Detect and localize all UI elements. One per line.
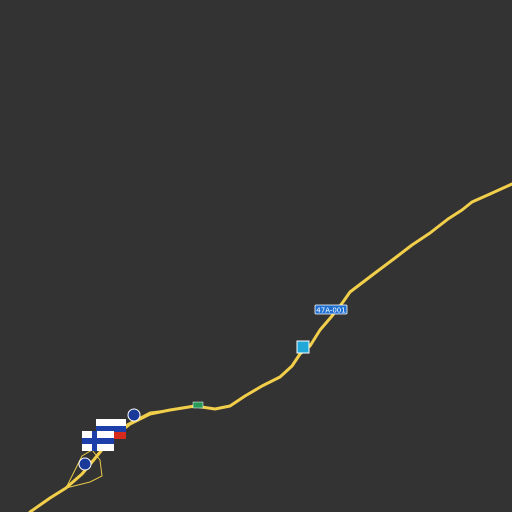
flag-stripe [96,426,126,432]
finland-flag [82,431,114,451]
flag-cross [92,431,97,451]
road-shield: 47A-001 [314,304,348,315]
flag-stripe [96,419,126,426]
road-shield-small [192,401,204,409]
shield-background [314,304,348,315]
road-label: 47A-001 [316,307,345,315]
poi-icon [296,340,310,354]
customs-icon [78,457,92,471]
customs-icon [127,408,141,422]
flag-cross [82,438,114,444]
